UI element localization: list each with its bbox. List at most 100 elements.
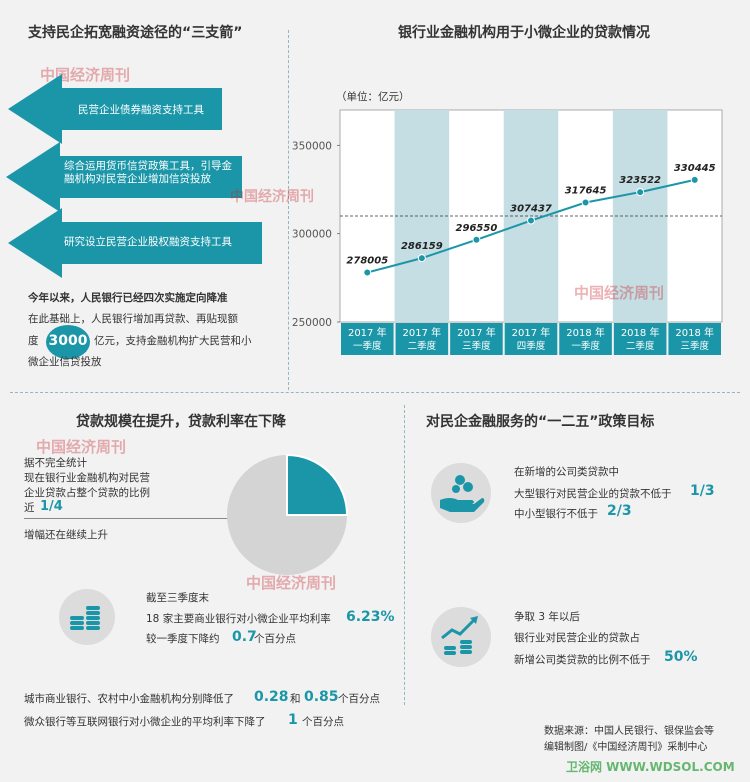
goal2-line1: 银行业对民营企业的贷款占 <box>514 632 640 644</box>
policy-headline: 今年以来，人民银行已经四次实施定向降准 <box>28 292 228 304</box>
city-line-pre: 城市商业银行、农村中小金融机构分别降低了 <box>24 693 234 705</box>
section3-title: 贷款规模在提升，贷款利率在下降 <box>76 414 286 430</box>
data-point <box>363 268 372 277</box>
y-tick-label: 300000 <box>292 229 332 241</box>
footer-source: 数据来源：中国人民银行、银保监会等 <box>544 726 714 737</box>
growth-chart-icon <box>431 607 491 667</box>
data-label: 296550 <box>456 223 498 234</box>
data-point <box>636 188 645 197</box>
goal2-val: 50% <box>664 649 698 665</box>
pie-connector <box>24 518 230 519</box>
x-category-box <box>395 323 449 355</box>
goal2-line2: 新增公司类贷款的比例不低于 <box>514 654 651 666</box>
rate-line2-pre: 较一季度下降约 <box>146 633 220 645</box>
goal2-intro: 争取 3 年以后 <box>514 611 580 623</box>
city-line-post: 个百分点 <box>338 693 380 705</box>
x-category-box <box>341 323 394 355</box>
y-tick-label: 350000 <box>292 140 332 152</box>
rate-line2-post: 个百分点 <box>254 633 296 645</box>
x-tick-label-year: 2017 年 <box>457 326 496 339</box>
arrows-graphic <box>6 74 262 278</box>
x-category-box <box>504 323 558 355</box>
chart-title: 银行业金融机构用于小微企业的贷款情况 <box>398 25 650 41</box>
policy-amount: 3000 <box>48 333 88 349</box>
section1-title: 支持民企拓宽融资途径的“三支箭” <box>28 25 243 41</box>
x-tick-label-quarter: 二季度 <box>408 340 437 352</box>
data-label: 317645 <box>565 185 607 196</box>
x-tick-label-quarter: 三季度 <box>462 340 491 352</box>
data-point <box>581 198 590 207</box>
rate-line1: 18 家主要商业银行对小微企业平均利率 <box>146 613 331 625</box>
policy-line3: 微企业信贷投放 <box>28 356 102 368</box>
chart-unit-label: （单位：亿元） <box>336 91 410 103</box>
arrow-3-text: 研究设立民营企业股权融资支持工具 <box>64 236 232 248</box>
data-point <box>690 175 699 184</box>
x-category-box <box>450 323 503 355</box>
data-point <box>527 216 535 225</box>
x-tick-label-year: 2018 年 <box>566 326 605 339</box>
arrow-2-text: 综合运用货币信贷政策工具，引导金融机构对民营企业增加信贷投放 <box>64 160 232 185</box>
data-label: 323522 <box>619 175 661 186</box>
watermark-3: 中国经济周刊 <box>574 284 665 302</box>
y-tick-label: 250000 <box>292 317 332 329</box>
x-category-box <box>668 323 721 355</box>
goal1-line2: 中小型银行不低于 <box>514 508 598 520</box>
rate-drop: 0.7 <box>232 629 257 645</box>
data-label: 278005 <box>346 256 388 267</box>
section4-title: 对民企金融服务的“一二五”政策目标 <box>426 414 655 430</box>
goal1-intro: 在新增的公司类贷款中 <box>514 466 619 478</box>
city-drop2: 0.85 <box>304 689 339 705</box>
x-tick-label-year: 2017 年 <box>512 326 551 339</box>
pie-chart <box>227 453 349 575</box>
x-tick-label-quarter: 一季度 <box>571 340 600 352</box>
data-point <box>417 254 426 263</box>
pie-slice-share <box>286 453 349 516</box>
goal1-val2: 2/3 <box>607 503 632 519</box>
policy-line1: 在此基础上，人民银行增加再贷款、再贴现额 <box>28 313 238 325</box>
site-mark: 卫浴网 WWW.WDSOL.COM <box>566 760 735 774</box>
coin-stack-icon <box>59 589 115 645</box>
growth-note: 增幅还在继续上升 <box>24 529 108 541</box>
divider-vertical-top <box>288 30 289 390</box>
watermark-5: 中国经济周刊 <box>246 574 337 592</box>
hand-coins-icon <box>431 463 491 523</box>
watermark-2: 中国经济周刊 <box>230 189 314 205</box>
rate-value: 6.23% <box>346 609 395 625</box>
watermark-1: 中国经济周刊 <box>40 66 131 84</box>
arrow-1-text: 民营企业债券融资支持工具 <box>78 104 204 116</box>
rate-date: 截至三季度末 <box>146 592 209 604</box>
stat-line1: 现在银行业金融机构对民营 <box>24 472 150 484</box>
stat-intro: 据不完全统计 <box>24 457 87 469</box>
watermark-4: 中国经济周刊 <box>36 438 127 456</box>
x-tick-label-quarter: 一季度 <box>353 340 382 352</box>
city-and: 和 <box>290 693 301 705</box>
x-tick-label-quarter: 二季度 <box>626 340 655 352</box>
x-tick-label-year: 2017 年 <box>348 326 387 339</box>
policy-line2-pre: 度 <box>28 335 39 347</box>
stat-fraction: 1/4 <box>40 499 63 514</box>
x-tick-label-quarter: 三季度 <box>680 340 709 352</box>
data-label: 307437 <box>510 204 552 215</box>
data-point <box>472 235 481 244</box>
web-drop: 1 <box>288 712 298 728</box>
stat-line2: 企业贷款占整个贷款的比例 <box>24 487 150 499</box>
arrow-3-shape <box>8 208 262 278</box>
data-label: 286159 <box>401 241 443 252</box>
goal1-line1: 大型银行对民营企业的贷款不低于 <box>514 488 672 500</box>
x-category-box <box>613 323 667 355</box>
x-tick-label-year: 2018 年 <box>621 326 660 339</box>
x-category-box <box>559 323 612 355</box>
stat-line3-pre: 近 <box>24 502 35 514</box>
web-line-post: 个百分点 <box>302 716 344 728</box>
policy-amount-badge <box>46 325 90 359</box>
x-tick-label-year: 2017 年 <box>403 326 442 339</box>
x-tick-label-year: 2018 年 <box>675 326 714 339</box>
policy-line2-post: 亿元，支持金融机构扩大民营和小 <box>94 335 252 347</box>
divider-vertical-bottom <box>404 405 405 705</box>
city-drop1: 0.28 <box>254 689 289 705</box>
x-tick-label-quarter: 四季度 <box>517 340 546 352</box>
arrow-1-shape <box>8 74 222 144</box>
divider-horizontal <box>10 392 740 393</box>
goal1-val1: 1/3 <box>690 483 715 499</box>
